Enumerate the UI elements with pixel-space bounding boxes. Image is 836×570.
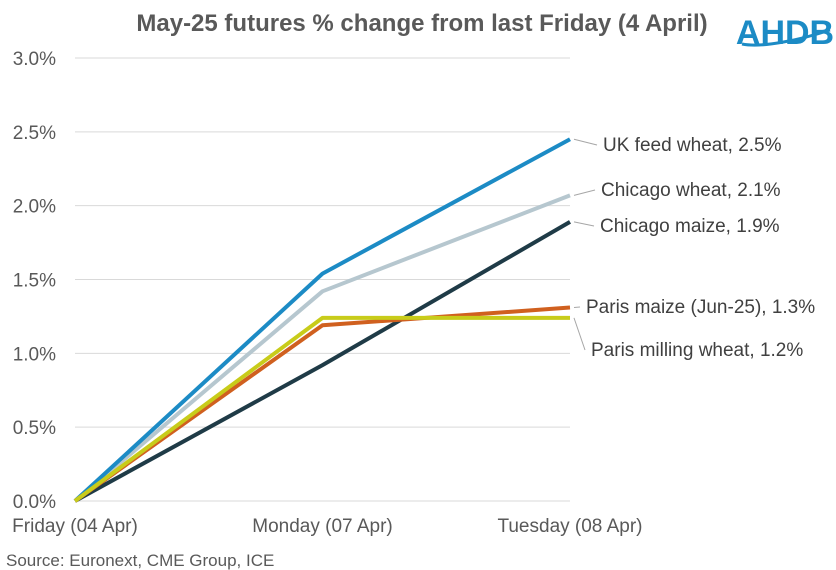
y-tick-label: 0.5% <box>13 418 56 439</box>
series-end-label: UK feed wheat, 2.5% <box>603 135 782 156</box>
x-tick-label: Tuesday (08 Apr) <box>497 516 642 537</box>
y-axis-ticks: 0.0% 0.5% 1.0% 1.5% 2.0% 2.5% 3.0% <box>13 49 56 513</box>
series-line <box>73 137 571 503</box>
label-leader-line <box>573 306 581 309</box>
series-end-label: Chicago maize, 1.9% <box>600 216 780 237</box>
series-line <box>73 193 571 503</box>
ahdb-logo: AHDB <box>736 14 834 52</box>
series-line <box>73 315 570 503</box>
series-line <box>73 305 571 503</box>
y-tick-label: 3.0% <box>13 49 56 70</box>
y-tick-label: 0.0% <box>13 492 56 513</box>
series-line <box>74 220 572 503</box>
x-tick-label: Friday (04 Apr) <box>12 516 138 537</box>
series-end-label: Chicago wheat, 2.1% <box>601 180 781 201</box>
logo-swoosh <box>741 28 831 47</box>
series-end-label: Paris milling wheat, 1.2% <box>591 340 803 361</box>
series-lines <box>73 137 572 503</box>
y-tick-label: 2.0% <box>13 197 56 218</box>
y-tick-label: 1.5% <box>13 271 56 292</box>
y-tick-label: 1.0% <box>13 344 56 365</box>
label-leader-line <box>573 221 595 227</box>
source-note: Source: Euronext, CME Group, ICE <box>6 551 274 570</box>
label-leader-line <box>573 189 596 196</box>
series-labels: UK feed wheat, 2.5% Chicago wheat, 2.1% Ch… <box>573 135 815 361</box>
chart-title: May-25 futures % change from last Friday… <box>136 10 707 37</box>
x-axis-ticks: Friday (04 Apr) Monday (07 Apr) Tuesday (0… <box>12 516 642 537</box>
label-leader-line <box>573 317 586 351</box>
label-leader-line <box>573 138 598 146</box>
x-tick-label: Monday (07 Apr) <box>252 516 392 537</box>
y-tick-label: 2.5% <box>13 123 56 144</box>
series-end-label: Paris maize (Jun-25), 1.3% <box>586 297 815 318</box>
